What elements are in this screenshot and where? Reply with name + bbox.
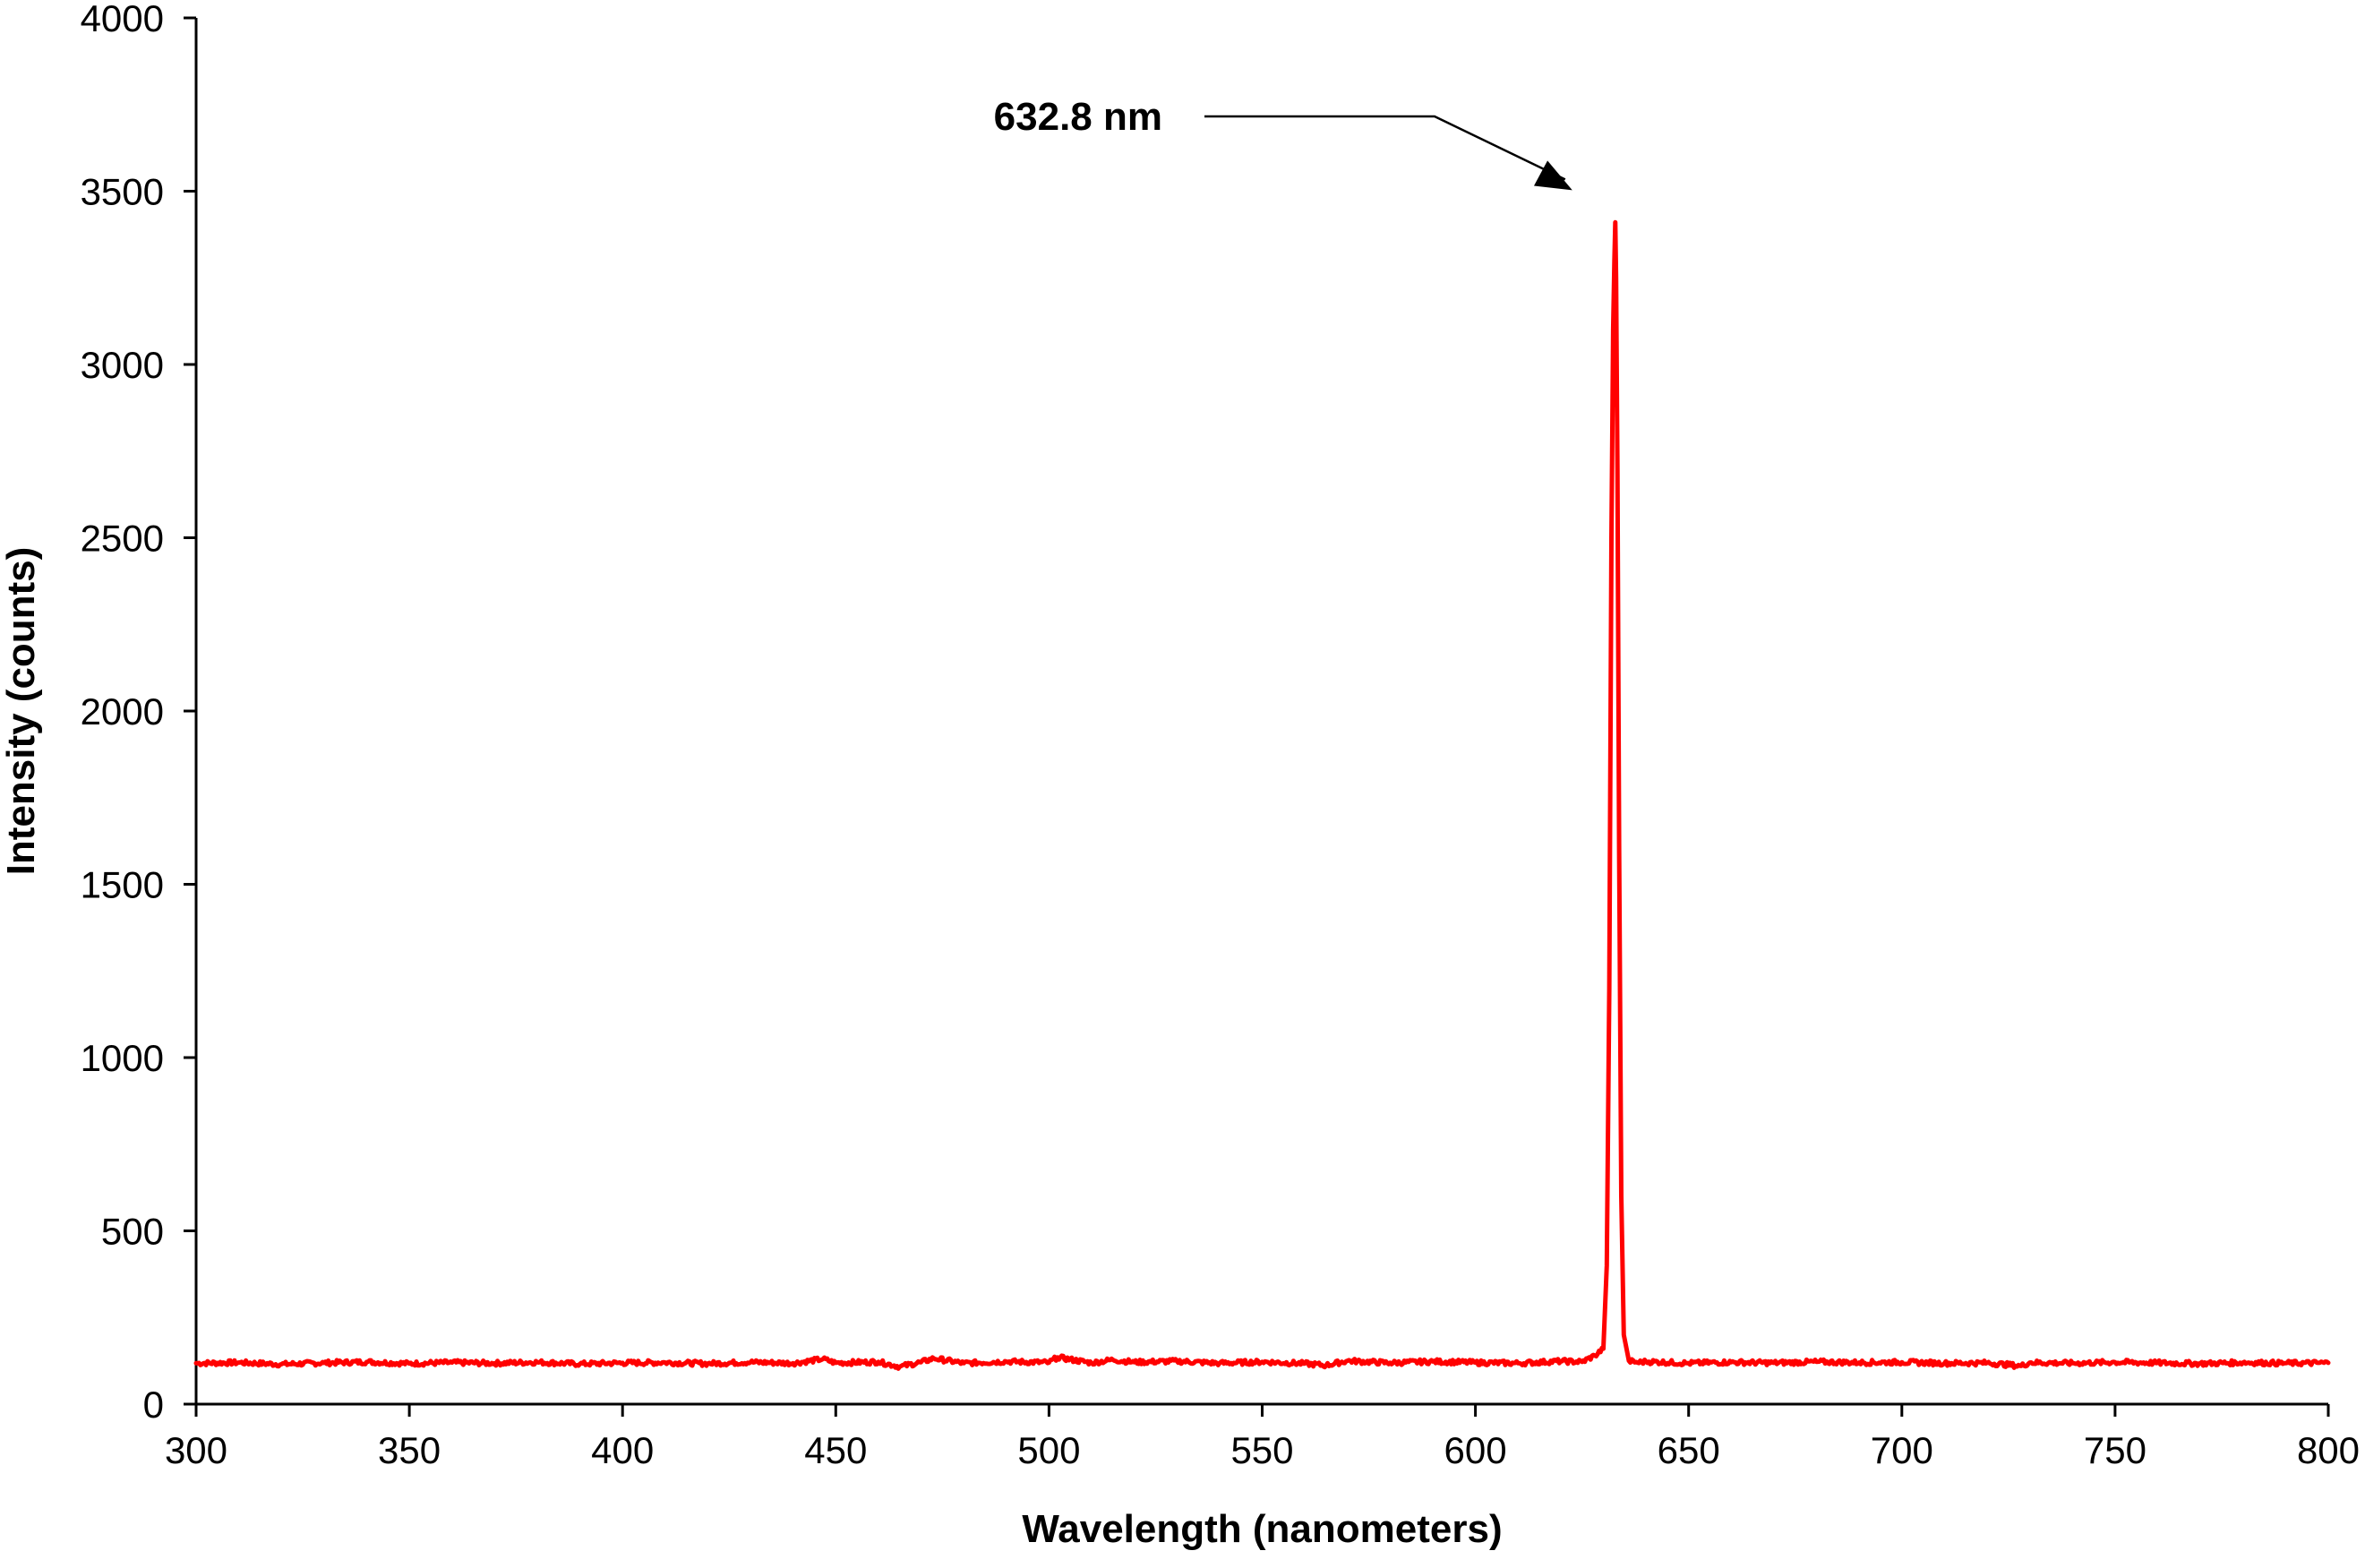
x-tick-label: 400 [591,1429,654,1471]
x-tick-label: 700 [1871,1429,1933,1471]
y-tick-label: 1500 [81,864,164,906]
series-line [193,219,2331,1371]
y-tick-label: 3500 [81,171,164,213]
y-tick-label: 2500 [81,518,164,560]
x-tick-label: 650 [1658,1429,1720,1471]
x-tick-label: 300 [165,1429,227,1471]
x-tick-label: 750 [2084,1429,2146,1471]
annotation-label: 632.8 nm [994,95,1162,139]
y-tick-label: 1000 [81,1037,164,1079]
x-tick-label: 600 [1444,1429,1507,1471]
y-tick-label: 3000 [81,344,164,386]
y-tick-label: 0 [143,1384,164,1426]
x-tick-label: 800 [2297,1429,2360,1471]
x-axis-ticks: 300 350 400 450 500 550 600 650 700 750 800 [165,1404,2360,1471]
annotation-leader-line [1204,115,1566,181]
x-axis-title: Wavelength (nanometers) [1022,1507,1502,1551]
x-tick-label: 500 [1017,1429,1080,1471]
x-tick-label: 550 [1230,1429,1293,1471]
x-tick-label: 450 [804,1429,867,1471]
y-axis-ticks: 0 500 1000 1500 2000 2500 3000 3500 4000 [81,0,196,1426]
annotation: 632.8 nm [994,95,1572,191]
y-axis-title: Intensity (counts) [0,547,43,876]
annotation-arrowhead-icon [1533,160,1572,191]
y-tick-label: 500 [101,1211,164,1253]
y-tick-label: 4000 [81,0,164,39]
axes [194,18,2328,1406]
y-tick-label: 2000 [81,690,164,733]
x-tick-label: 350 [378,1429,441,1471]
